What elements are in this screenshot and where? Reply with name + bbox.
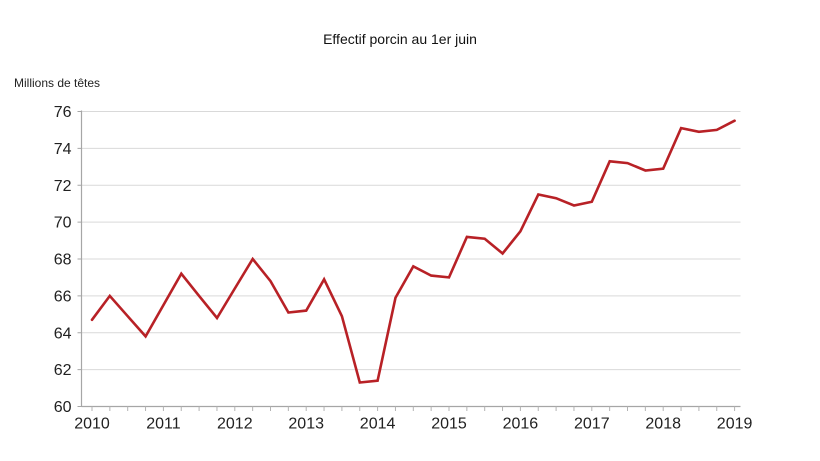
y-tick-label: 72 bbox=[54, 178, 72, 195]
y-tick-label: 68 bbox=[54, 252, 72, 269]
x-tick-label: 2010 bbox=[74, 416, 110, 433]
x-tick-label: 2012 bbox=[217, 416, 253, 433]
y-tick-label: 70 bbox=[54, 215, 72, 232]
data-line-effectif-porcin bbox=[90, 119, 736, 384]
y-tick-label: 64 bbox=[54, 325, 72, 342]
x-tick-label: 2019 bbox=[717, 416, 753, 433]
y-axis-unit-label: Millions de têtes bbox=[14, 76, 101, 90]
y-tick-label: 62 bbox=[54, 362, 72, 379]
x-tick-label: 2018 bbox=[645, 416, 681, 433]
y-tick-label: 76 bbox=[54, 104, 72, 121]
x-tick-label: 2015 bbox=[431, 416, 467, 433]
x-tick-label: 2016 bbox=[503, 416, 539, 433]
y-tick-label: 74 bbox=[54, 141, 72, 158]
y-tick-label: 60 bbox=[54, 399, 72, 416]
x-tick-label: 2011 bbox=[146, 416, 181, 433]
y-tick-label: 66 bbox=[54, 288, 72, 305]
x-tick-label: 2017 bbox=[574, 416, 610, 433]
x-tick-label: 2014 bbox=[360, 416, 396, 433]
chart-title: Effectif porcin au 1er juin bbox=[323, 31, 477, 47]
x-tick-label: 2013 bbox=[288, 416, 324, 433]
